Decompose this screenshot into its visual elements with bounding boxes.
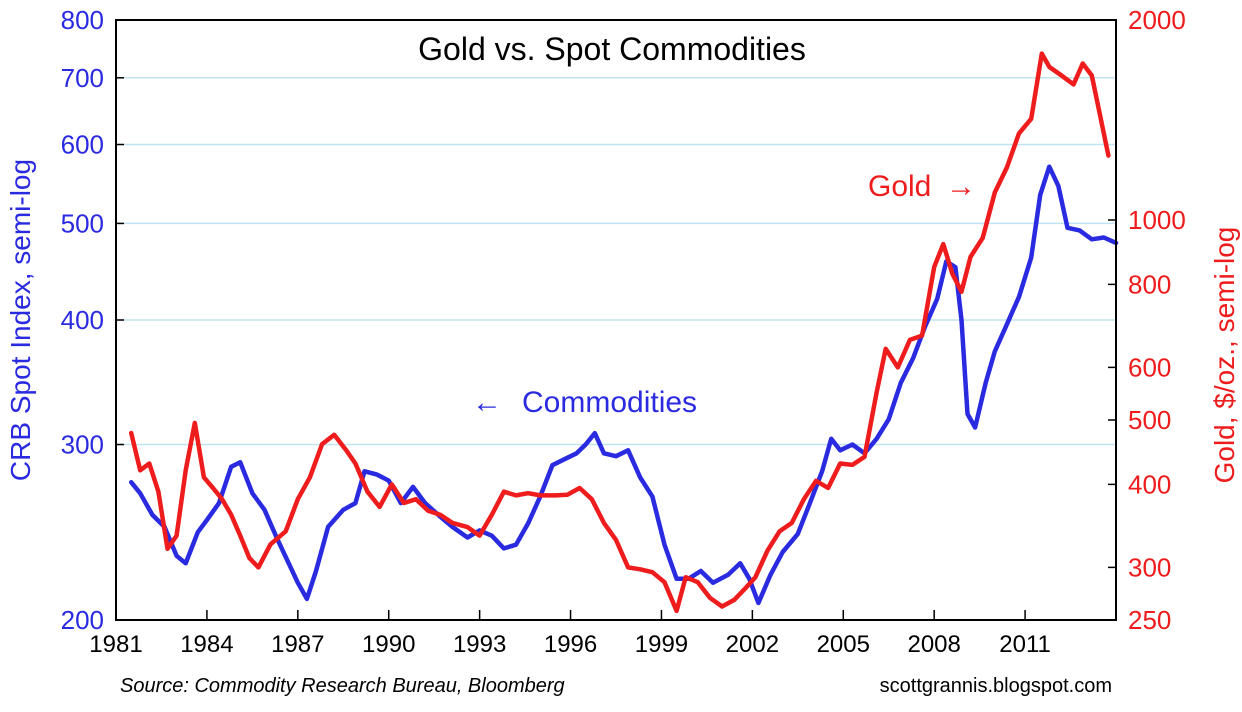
x-tick-label: 2011 [999,631,1051,658]
series-layer [128,51,1119,614]
y-right-tick-label: 300 [1128,552,1171,582]
y-axis-left-label: CRB Spot Index, semi-log [5,159,36,481]
y-axis-right-label: Gold, $/oz., semi-log [1209,227,1240,484]
y-left-tick-label: 500 [61,208,104,238]
x-tick-label: 2008 [907,631,960,658]
gridlines [116,77,1116,446]
x-tick-label: 1984 [180,631,233,658]
y-left-tick-label: 400 [61,305,104,335]
x-tick-label: 2005 [817,631,870,658]
y-right-tick-label: 600 [1128,352,1171,382]
series-line-gold [128,51,1111,614]
commodities-arrow-icon: ← [472,386,502,419]
chart-title: Gold vs. Spot Commodities [418,31,806,67]
y-axis-right-ticks: 250 300 400 500 600 800 1000 2000 [1108,5,1186,635]
x-tick-label: 1993 [453,631,506,658]
gold-annotation: Gold [868,170,931,203]
y-axis-left-ticks: 200 300 400 500 600 700 800 [61,5,124,635]
y-right-tick-label: 800 [1128,269,1171,299]
series-line-commodities [128,164,1119,606]
y-right-tick-label: 2000 [1128,5,1186,35]
commodities-annotation: Commodities [522,386,697,419]
y-left-tick-label: 600 [61,130,104,160]
y-right-tick-label: 250 [1128,605,1171,635]
gold-arrow-icon: → [946,170,976,203]
x-tick-label: 1996 [544,631,597,658]
y-left-tick-label: 300 [61,430,104,460]
y-right-tick-label: 500 [1128,405,1171,435]
y-left-tick-label: 800 [61,5,104,35]
x-tick-label: 1990 [362,631,415,658]
site-credit: scottgrannis.blogspot.com [880,675,1112,697]
y-left-tick-label: 700 [61,63,104,93]
y-right-tick-label: 400 [1128,469,1171,499]
x-tick-label: 1999 [635,631,688,658]
y-left-tick-label: 200 [61,605,104,635]
source-note: Source: Commodity Research Bureau, Bloom… [120,675,565,697]
x-axis-ticks: 1981 1984 1987 1990 1993 1996 1999 2002 2005 2008… [89,610,1051,658]
x-tick-label: 2002 [726,631,779,658]
y-right-tick-label: 1000 [1128,205,1186,235]
x-tick-label: 1981 [89,631,142,658]
x-tick-label: 1987 [271,631,324,658]
